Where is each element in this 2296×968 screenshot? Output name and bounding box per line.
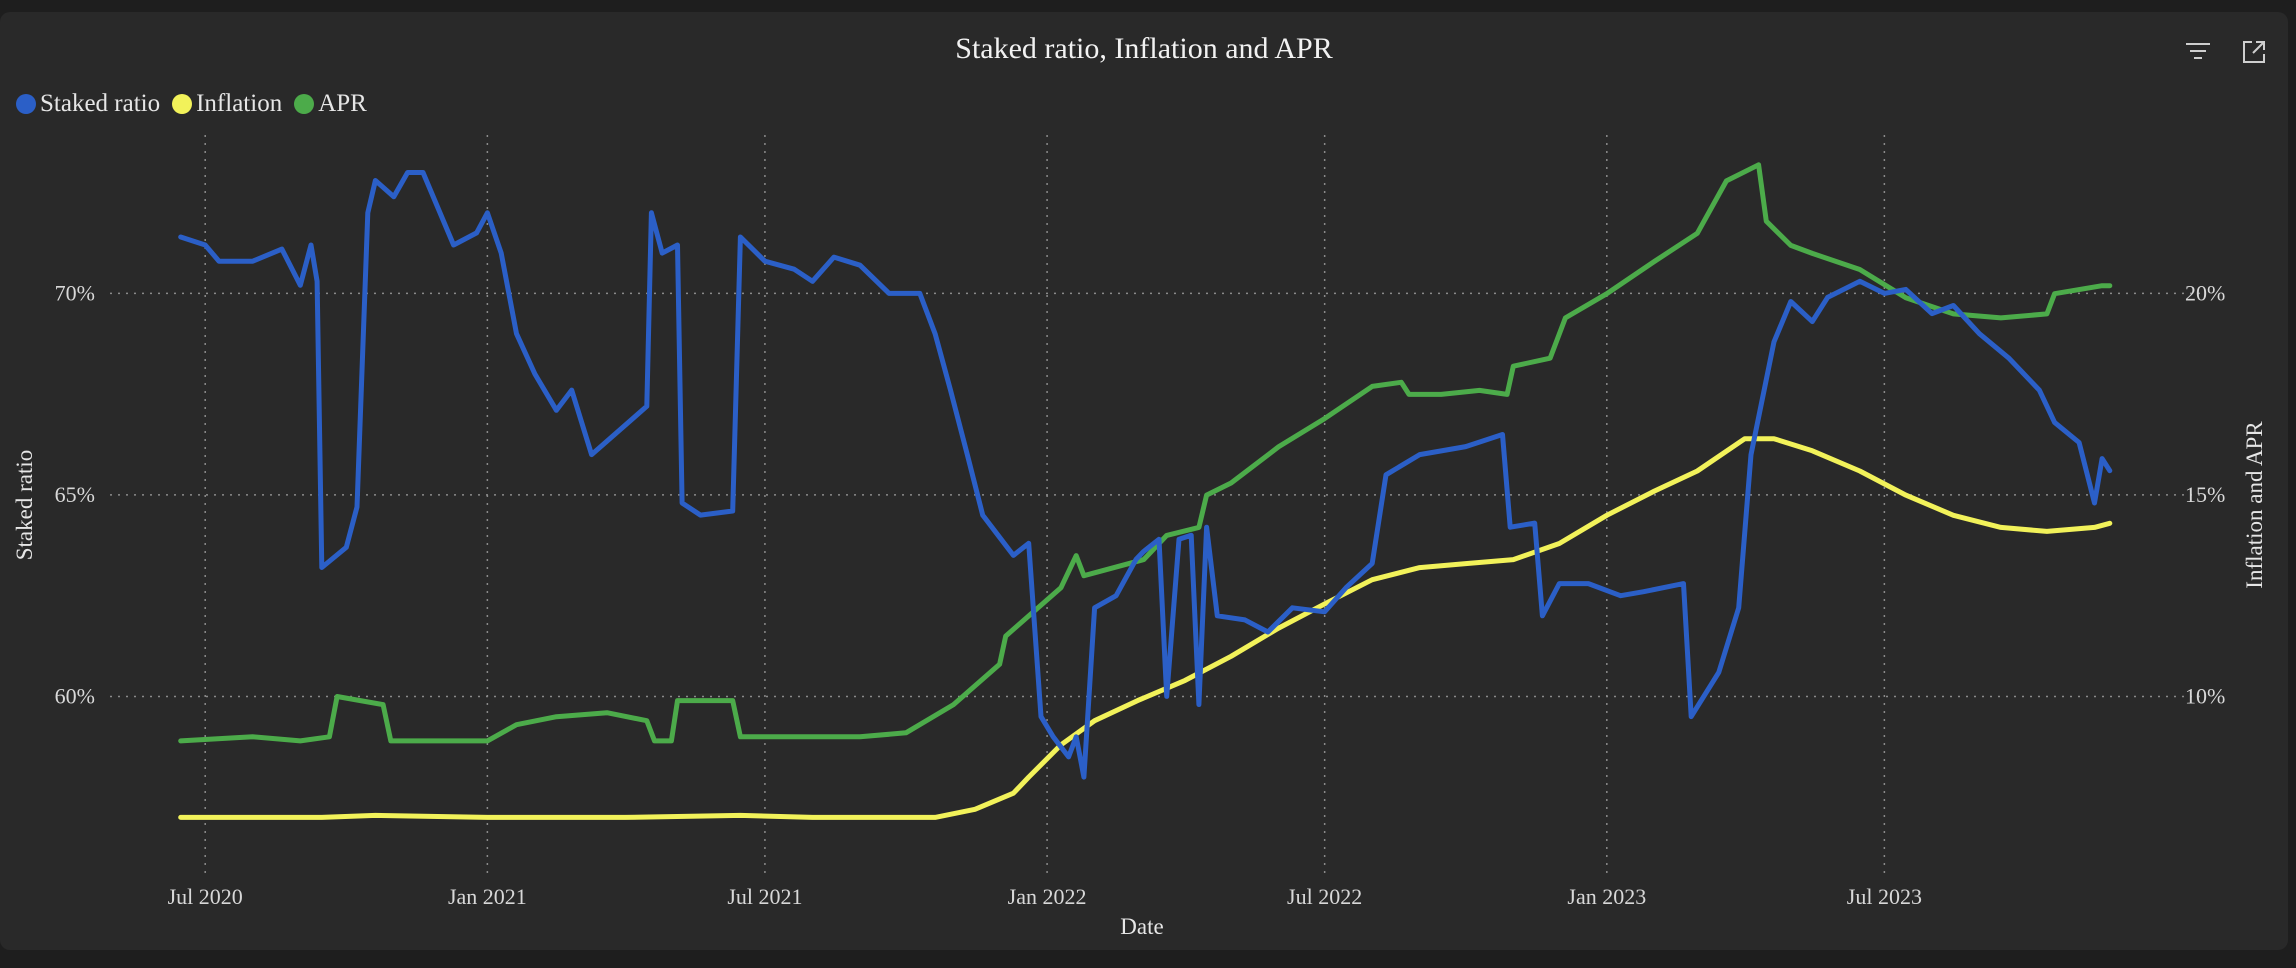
series-line-inflation [178, 436, 2113, 820]
series-lines [178, 162, 2113, 820]
y-left-tick-label: 70% [55, 280, 95, 305]
expand-icon [2243, 41, 2265, 63]
legend-item-staked-ratio[interactable]: Staked ratio [16, 90, 160, 118]
legend: Staked ratio Inflation APR [16, 90, 379, 118]
series-line-apr [178, 162, 2113, 744]
legend-swatch-staked-ratio [16, 94, 36, 114]
legend-label-inflation: Inflation [196, 90, 283, 117]
legend-label-staked-ratio: Staked ratio [40, 90, 161, 117]
x-tick-label: Jul 2023 [1847, 884, 1922, 909]
x-axis-label: Date [1120, 914, 1163, 939]
legend-item-apr[interactable]: APR [294, 90, 367, 118]
y-left-tick-label: 65% [55, 482, 95, 507]
x-tick-label: Jan 2022 [1008, 884, 1087, 909]
x-tick-label: Jul 2020 [168, 884, 243, 909]
chart-panel: Staked ratio, Inflation and APR Staked r… [0, 12, 2288, 950]
x-tick-label: Jan 2021 [448, 884, 527, 909]
legend-swatch-inflation [172, 94, 193, 114]
legend-swatch-apr [294, 94, 315, 114]
filter-button[interactable] [2180, 34, 2216, 70]
expand-button[interactable] [2236, 34, 2272, 70]
x-tick-label: Jul 2022 [1287, 884, 1362, 909]
series-line-staked-ratio [178, 170, 2113, 780]
y-right-tick-label: 10% [2185, 684, 2225, 709]
legend-label-apr: APR [318, 90, 367, 117]
filter-icon [2186, 43, 2210, 59]
tick-labels: Jul 2020 Jan 2021 Jul 2021 Jan 2022 Jul 2022… [55, 280, 2226, 909]
y-right-tick-label: 15% [2185, 482, 2225, 507]
y-right-tick-label: 20% [2185, 281, 2225, 306]
y-left-tick-label: 60% [55, 683, 95, 708]
y-axis-left-label: Staked ratio [12, 450, 37, 561]
legend-item-inflation[interactable]: Inflation [172, 90, 282, 118]
x-tick-label: Jul 2021 [727, 884, 802, 909]
grid [110, 135, 2205, 875]
y-axis-right-label: Inflation and APR [2242, 421, 2267, 589]
chart-title: Staked ratio, Inflation and APR [955, 32, 1333, 65]
x-tick-label: Jan 2023 [1567, 884, 1646, 909]
